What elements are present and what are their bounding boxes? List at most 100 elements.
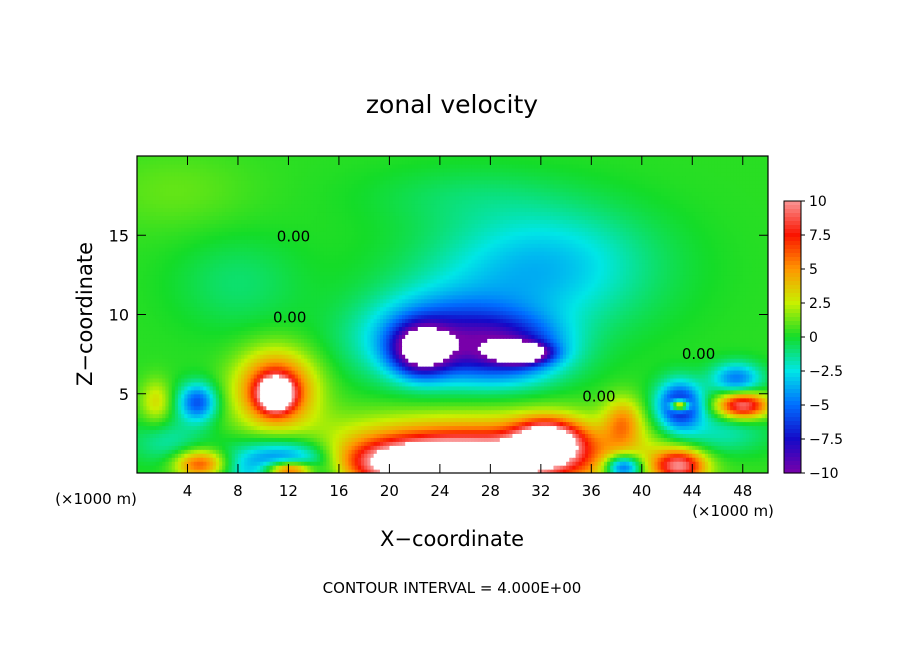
field-cell [244,429,249,434]
field-cell [572,429,577,434]
field-cell [509,433,514,438]
field-cell [484,421,488,427]
field-cell [291,457,296,462]
field-cell [351,465,356,470]
field-cell [263,465,267,470]
field-cell [714,453,719,458]
field-cell [323,465,327,470]
field-cell [260,445,264,450]
field-cell [241,433,245,438]
field-cell [720,457,725,462]
field-cell [676,425,681,431]
field-cell [439,441,444,446]
field-cell [200,453,204,458]
field-cell [405,437,409,442]
field-cell [446,465,450,470]
field-cell [717,469,722,473]
field-cell [559,437,564,442]
field-cell [638,453,643,458]
field-cell [679,445,684,450]
field-cell [544,457,548,462]
field-cell [752,469,756,473]
field-cell [140,445,144,450]
field-cell [272,445,277,450]
field-cell [354,433,359,438]
field-cell [626,421,630,427]
field-cell [376,421,381,427]
field-cell [297,445,302,450]
field-cell [162,445,166,450]
field-cell [619,465,624,470]
field-cell [338,425,343,431]
field-cell [458,429,463,434]
field-cell [755,433,760,438]
field-cell [635,449,640,454]
field-cell [544,441,548,446]
field-cell [673,445,678,450]
field-cell [241,461,245,466]
field-cell [480,469,485,473]
field-cell [484,425,488,431]
field-cell [137,453,141,458]
field-cell [196,457,201,462]
field-cell [629,425,633,431]
field-cell [433,465,438,470]
field-cell [531,437,536,442]
field-cell [499,433,504,438]
field-cell [196,449,201,454]
field-cell [376,441,381,446]
field-cell [515,441,520,446]
field-cell [484,433,488,438]
field-cell [474,469,479,473]
field-cell [288,457,293,462]
field-cell [414,457,419,462]
field-cell [234,469,239,473]
field-cell [335,437,340,442]
field-cell [651,433,656,438]
field-cell [698,445,703,450]
field-cell [294,457,299,462]
field-cell [487,429,491,434]
field-cell [572,445,577,450]
field-cell [761,437,766,442]
field-cell [594,461,599,466]
field-cell [351,461,356,466]
field-cell [342,465,346,470]
field-cell [572,433,577,438]
field-cell [222,437,226,442]
field-cell [528,469,532,473]
field-cell [342,437,346,442]
field-cell [585,449,589,454]
field-cell [159,421,163,427]
field-cell [499,461,504,466]
field-cell [673,421,678,427]
field-cell [335,469,340,473]
field-cell [506,445,510,450]
field-cell [745,421,750,427]
field-cell [297,437,302,442]
field-cell [383,425,387,431]
field-cell [364,469,368,473]
field-cell [196,421,201,427]
field-cell [521,449,526,454]
field-cell [461,421,466,427]
field-cell [219,457,223,462]
field-cell [313,441,318,446]
field-cell [237,441,242,446]
field-cell [155,429,160,434]
field-cell [714,445,719,450]
field-cell [269,429,274,434]
field-cell [323,461,327,466]
field-cell [556,433,561,438]
field-cell [329,449,334,454]
field-cell [547,445,551,450]
field-cell [578,453,583,458]
field-cell [140,441,144,446]
field-cell [581,429,586,434]
field-cell [439,457,444,462]
field-cell [521,469,526,473]
field-cell [206,429,211,434]
field-cell [525,457,529,462]
field-cell [351,437,356,442]
field-cell [446,461,450,466]
